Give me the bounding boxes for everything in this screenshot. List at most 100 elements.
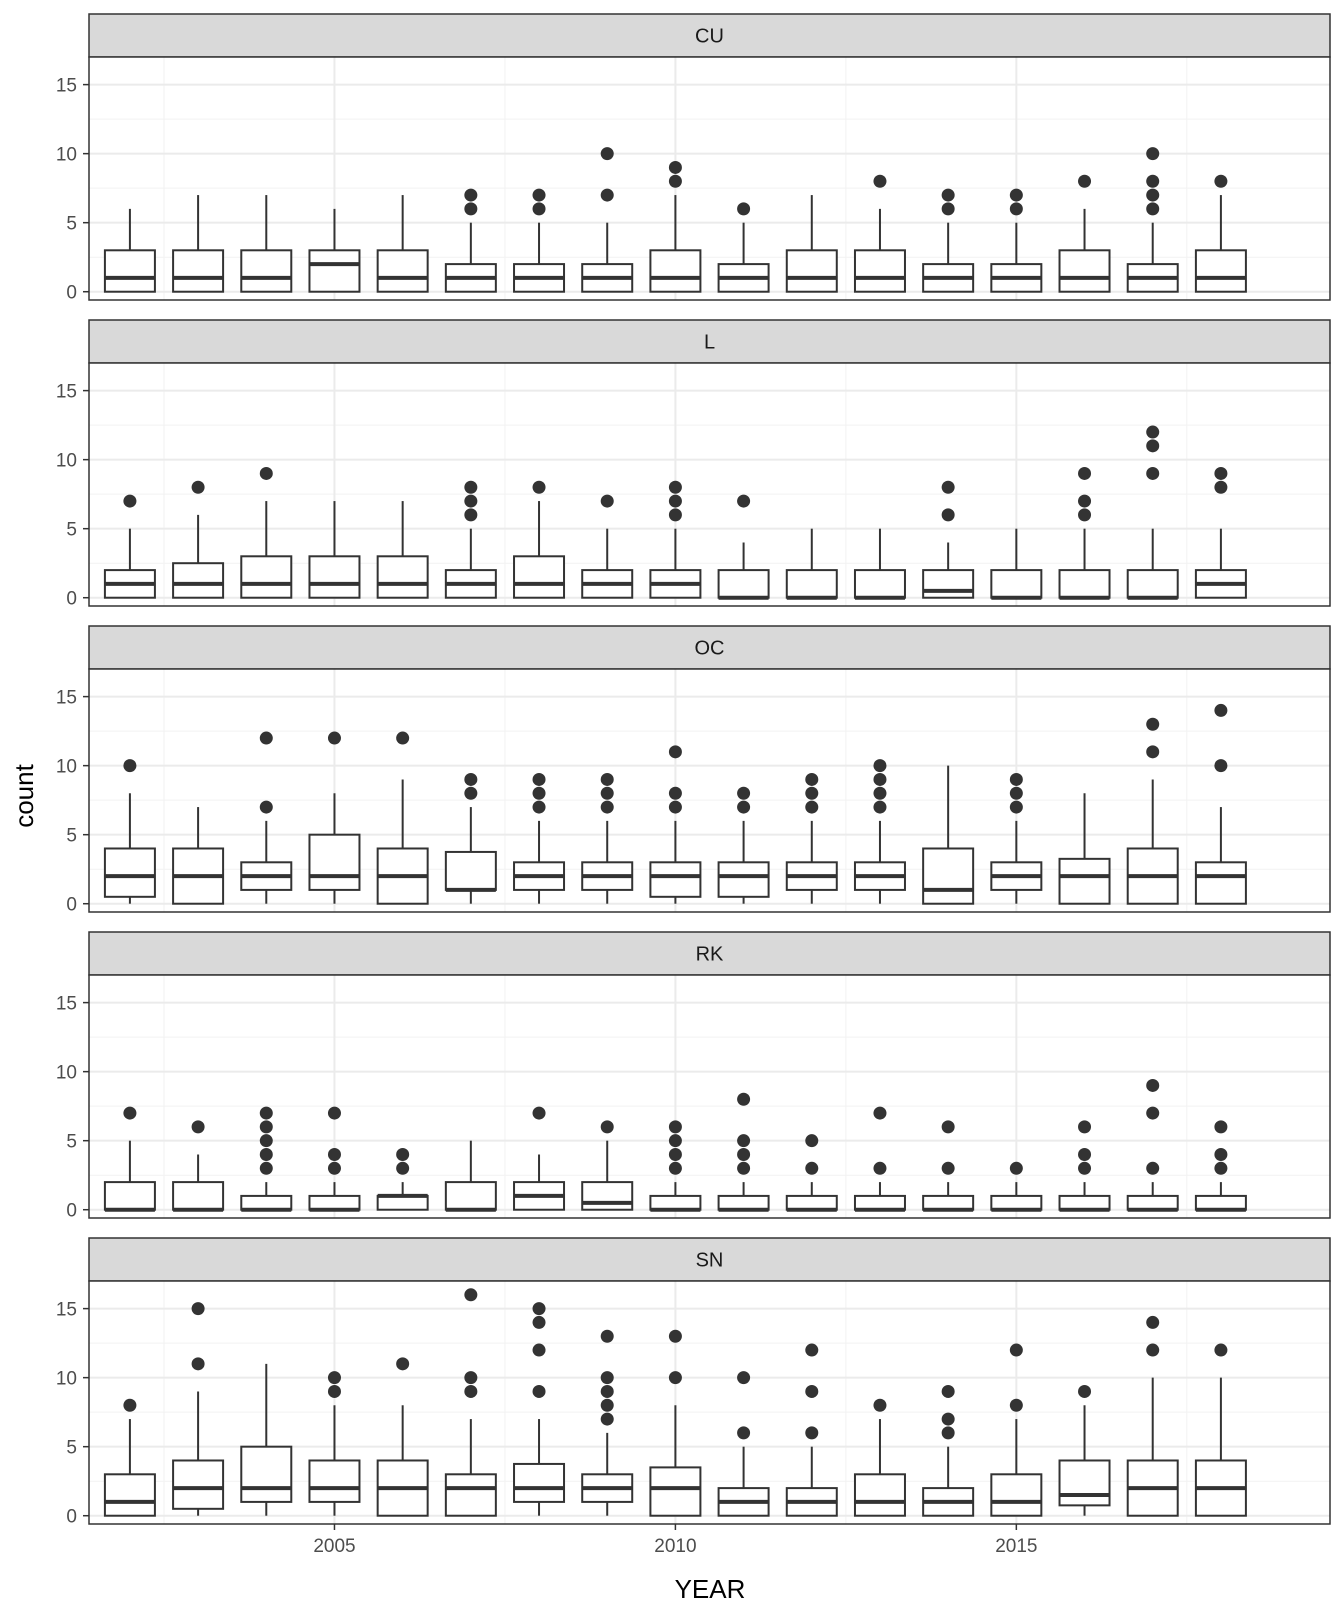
outlier-point [1009,772,1023,786]
box-2018 [1194,703,1247,905]
y-tick-label: 0 [66,895,77,916]
box-2015 [990,1161,1043,1212]
box-body [1058,249,1111,293]
outlier-point [464,786,478,800]
facet-strip [88,319,1331,364]
outlier-point [191,1120,205,1134]
box-body [649,1194,702,1211]
box-body [649,249,702,293]
outlier-point [1009,1398,1023,1412]
box-body [172,1181,225,1211]
box-2010 [649,745,702,904]
outlier-point [805,1134,819,1148]
outlier-point [532,772,546,786]
y-tick-label: 10 [56,1063,77,1084]
outlier-point [259,466,273,480]
outlier-point [805,1426,819,1440]
facet-strip-label: SN [696,1250,724,1272]
box-2006 [376,1147,429,1211]
outlier-point [1009,1343,1023,1357]
outlier-point [600,1398,614,1412]
box-2014 [922,765,975,905]
outlier-point [1078,1384,1092,1398]
x-axis: 2005 2010 2015 [313,1524,1037,1557]
outlier-point [805,1161,819,1175]
box-body [444,1473,497,1517]
outlier-point [327,1106,341,1120]
box-body [785,249,838,293]
outlier-point [464,772,478,786]
box-2011 [717,202,770,293]
box-body [103,847,156,898]
outlier-point [941,508,955,522]
box-2006 [376,1357,429,1517]
y-tick-label: 15 [56,76,77,97]
outlier-point [464,480,478,494]
box-body [1194,861,1247,905]
outlier-point [1214,480,1228,494]
box-body [172,562,225,599]
outlier-point [600,494,614,508]
outlier-point [1078,1120,1092,1134]
box-2016 [1058,466,1111,600]
box-body [103,1473,156,1517]
box-body [172,249,225,293]
box-2015 [990,772,1043,904]
outlier-point [1146,466,1160,480]
outlier-point [668,1134,682,1148]
box-body [240,1194,293,1211]
box-2014 [922,188,975,293]
y-tick-label: 5 [66,826,77,847]
box-2013 [853,528,906,600]
outlier-point [737,202,751,216]
outlier-point [805,1343,819,1357]
box-body [1126,569,1179,599]
outlier-point [532,188,546,202]
outlier-point [1146,188,1160,202]
box-2016 [1058,793,1111,905]
panel-border [88,56,1331,301]
box-body [990,569,1043,599]
outlier-point [600,1384,614,1398]
box-body [1194,249,1247,293]
box-body [376,1194,429,1211]
y-tick-label: 10 [56,145,77,166]
box-body [785,569,838,599]
box-2003 [172,195,225,293]
outlier-point [873,772,887,786]
box-body [785,1194,838,1211]
panel-border [88,362,1331,607]
box-body [853,1194,906,1211]
outlier-point [668,1161,682,1175]
facet-panel-sn: SN 0 5 10 15 [56,1237,1331,1528]
box-body [581,1181,634,1211]
outlier-point [1078,466,1092,480]
box-body [922,569,975,599]
y-tick-label: 5 [66,1438,77,1459]
box-body [103,1181,156,1211]
box-body [922,1194,975,1211]
box-2007 [444,188,497,293]
box-body [172,1459,225,1510]
outlier-point [737,1092,751,1106]
outlier-point [464,1384,478,1398]
box-2017 [1126,1315,1179,1517]
outlier-point [805,1384,819,1398]
outlier-point [1146,1343,1160,1357]
outlier-point [1214,1147,1228,1161]
outlier-point [737,1161,751,1175]
box-2011 [717,786,770,904]
box-body [513,1462,566,1503]
outlier-point [1009,1161,1023,1175]
outlier-point [873,800,887,814]
box-2013 [853,1106,906,1212]
outlier-point [464,1288,478,1302]
x-tick-label: 2015 [995,1536,1037,1557]
plot-background [89,669,1330,912]
box-2015 [990,188,1043,293]
outlier-point [873,1106,887,1120]
outlier-point [668,1329,682,1343]
y-tick-label: 15 [56,1300,77,1321]
outlier-point [600,1120,614,1134]
outlier-point [737,1371,751,1385]
